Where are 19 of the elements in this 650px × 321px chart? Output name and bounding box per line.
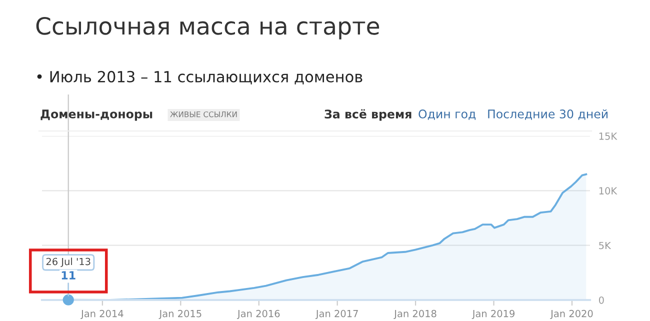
text: Последние 30 дней [488,109,608,120]
chart-title: Ссылочная масса на старте [36,16,380,40]
y-tick-label: 15K [599,132,618,140]
chart-subtitle: • Июль 2013 – 11 ссылающихся доменов [37,70,362,84]
text: Один год [418,109,476,120]
annotation: 26 Jul '13 [46,258,90,268]
x-tick-label: Jan 2014 [80,310,124,320]
text: За всё время [324,109,412,121]
x-tick-label: Jan 2017 [315,310,358,320]
x-tick-label: Jan 2015 [158,310,202,320]
text: Домены-доноры [40,110,152,121]
annotation: 11 [62,271,76,280]
x-tick-label: Jan 2019 [472,310,514,320]
x-tick-label: Jan 2018 [394,310,436,320]
y-tick-label: 5K [599,242,612,250]
y-tick-label: 10K [599,187,618,194]
x-tick-label: Jan 2020 [550,310,593,320]
y-tick-label: 0 [598,296,604,304]
x-tick-label: Jan 2016 [236,310,280,320]
